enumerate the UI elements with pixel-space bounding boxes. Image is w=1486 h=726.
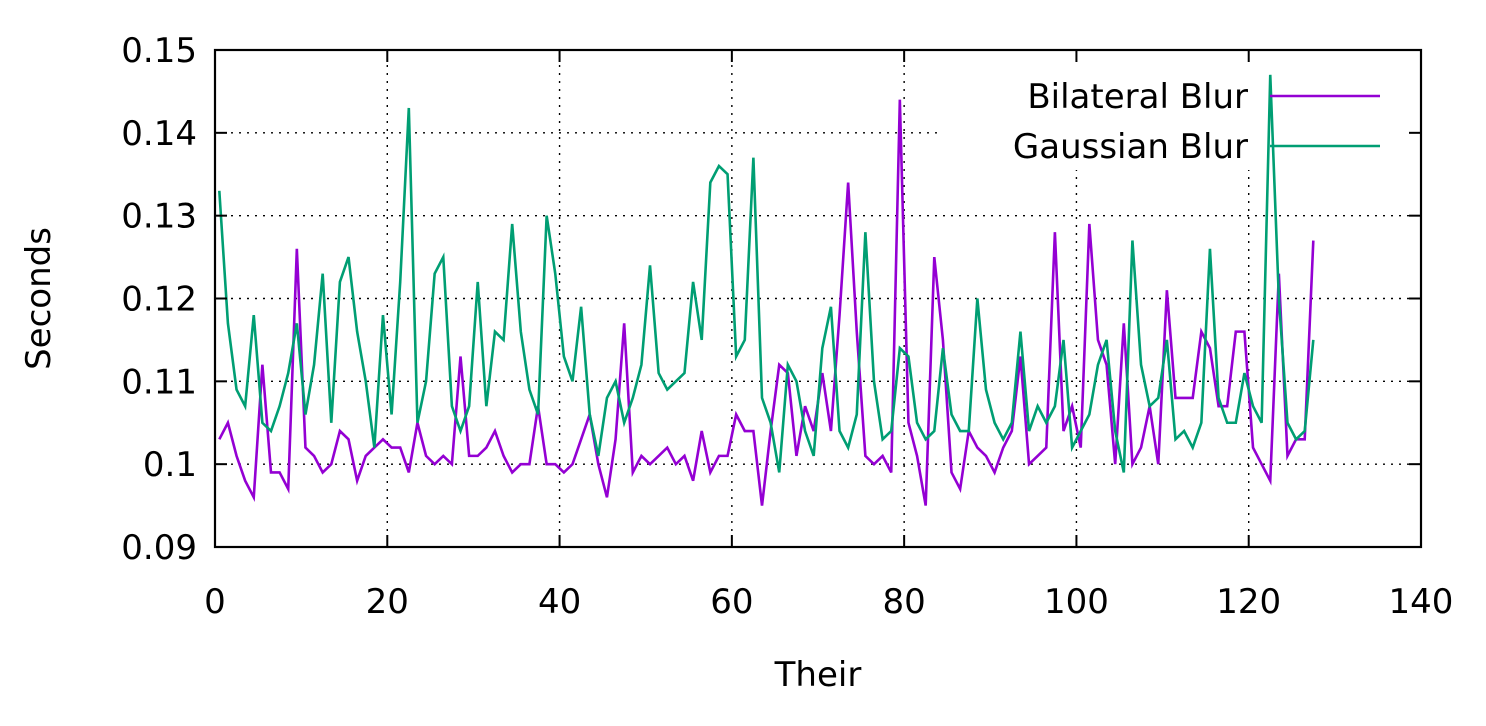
y-axis-title: Seconds <box>19 227 59 370</box>
legend: Bilateral Blur Gaussian Blur <box>1013 77 1380 167</box>
y-tick-label: 0.11 <box>121 362 197 402</box>
grid <box>215 50 1421 547</box>
series-line-1 <box>218 74 1315 473</box>
y-tick-label: 0.13 <box>121 197 197 237</box>
y-tick-label: 0.1 <box>143 445 197 485</box>
y-tick-label: 0.12 <box>121 280 197 320</box>
legend-label: Bilateral Blur <box>1027 77 1248 117</box>
y-tick-label: 0.14 <box>121 114 197 154</box>
y-tick-label: 0.15 <box>121 31 197 71</box>
x-tick-label: 40 <box>538 582 581 622</box>
x-tick-label: 100 <box>1044 582 1109 622</box>
x-tick-label: 80 <box>883 582 926 622</box>
series-layer <box>218 74 1315 506</box>
x-tick-label: 20 <box>366 582 409 622</box>
x-tick-label: 0 <box>204 582 226 622</box>
x-tick-label: 140 <box>1389 582 1454 622</box>
legend-label: Gaussian Blur <box>1013 127 1248 167</box>
x-axis-title: Their <box>774 655 862 695</box>
series-line-0 <box>218 99 1315 506</box>
x-tick-label: 120 <box>1216 582 1281 622</box>
x-tick-label: 60 <box>710 582 753 622</box>
axis-ticks: 0.09 0.1 0.11 0.12 0.13 0.14 0.15 0 20 40 60 80 100 1… <box>121 31 1453 622</box>
y-tick-label: 0.09 <box>121 528 197 568</box>
